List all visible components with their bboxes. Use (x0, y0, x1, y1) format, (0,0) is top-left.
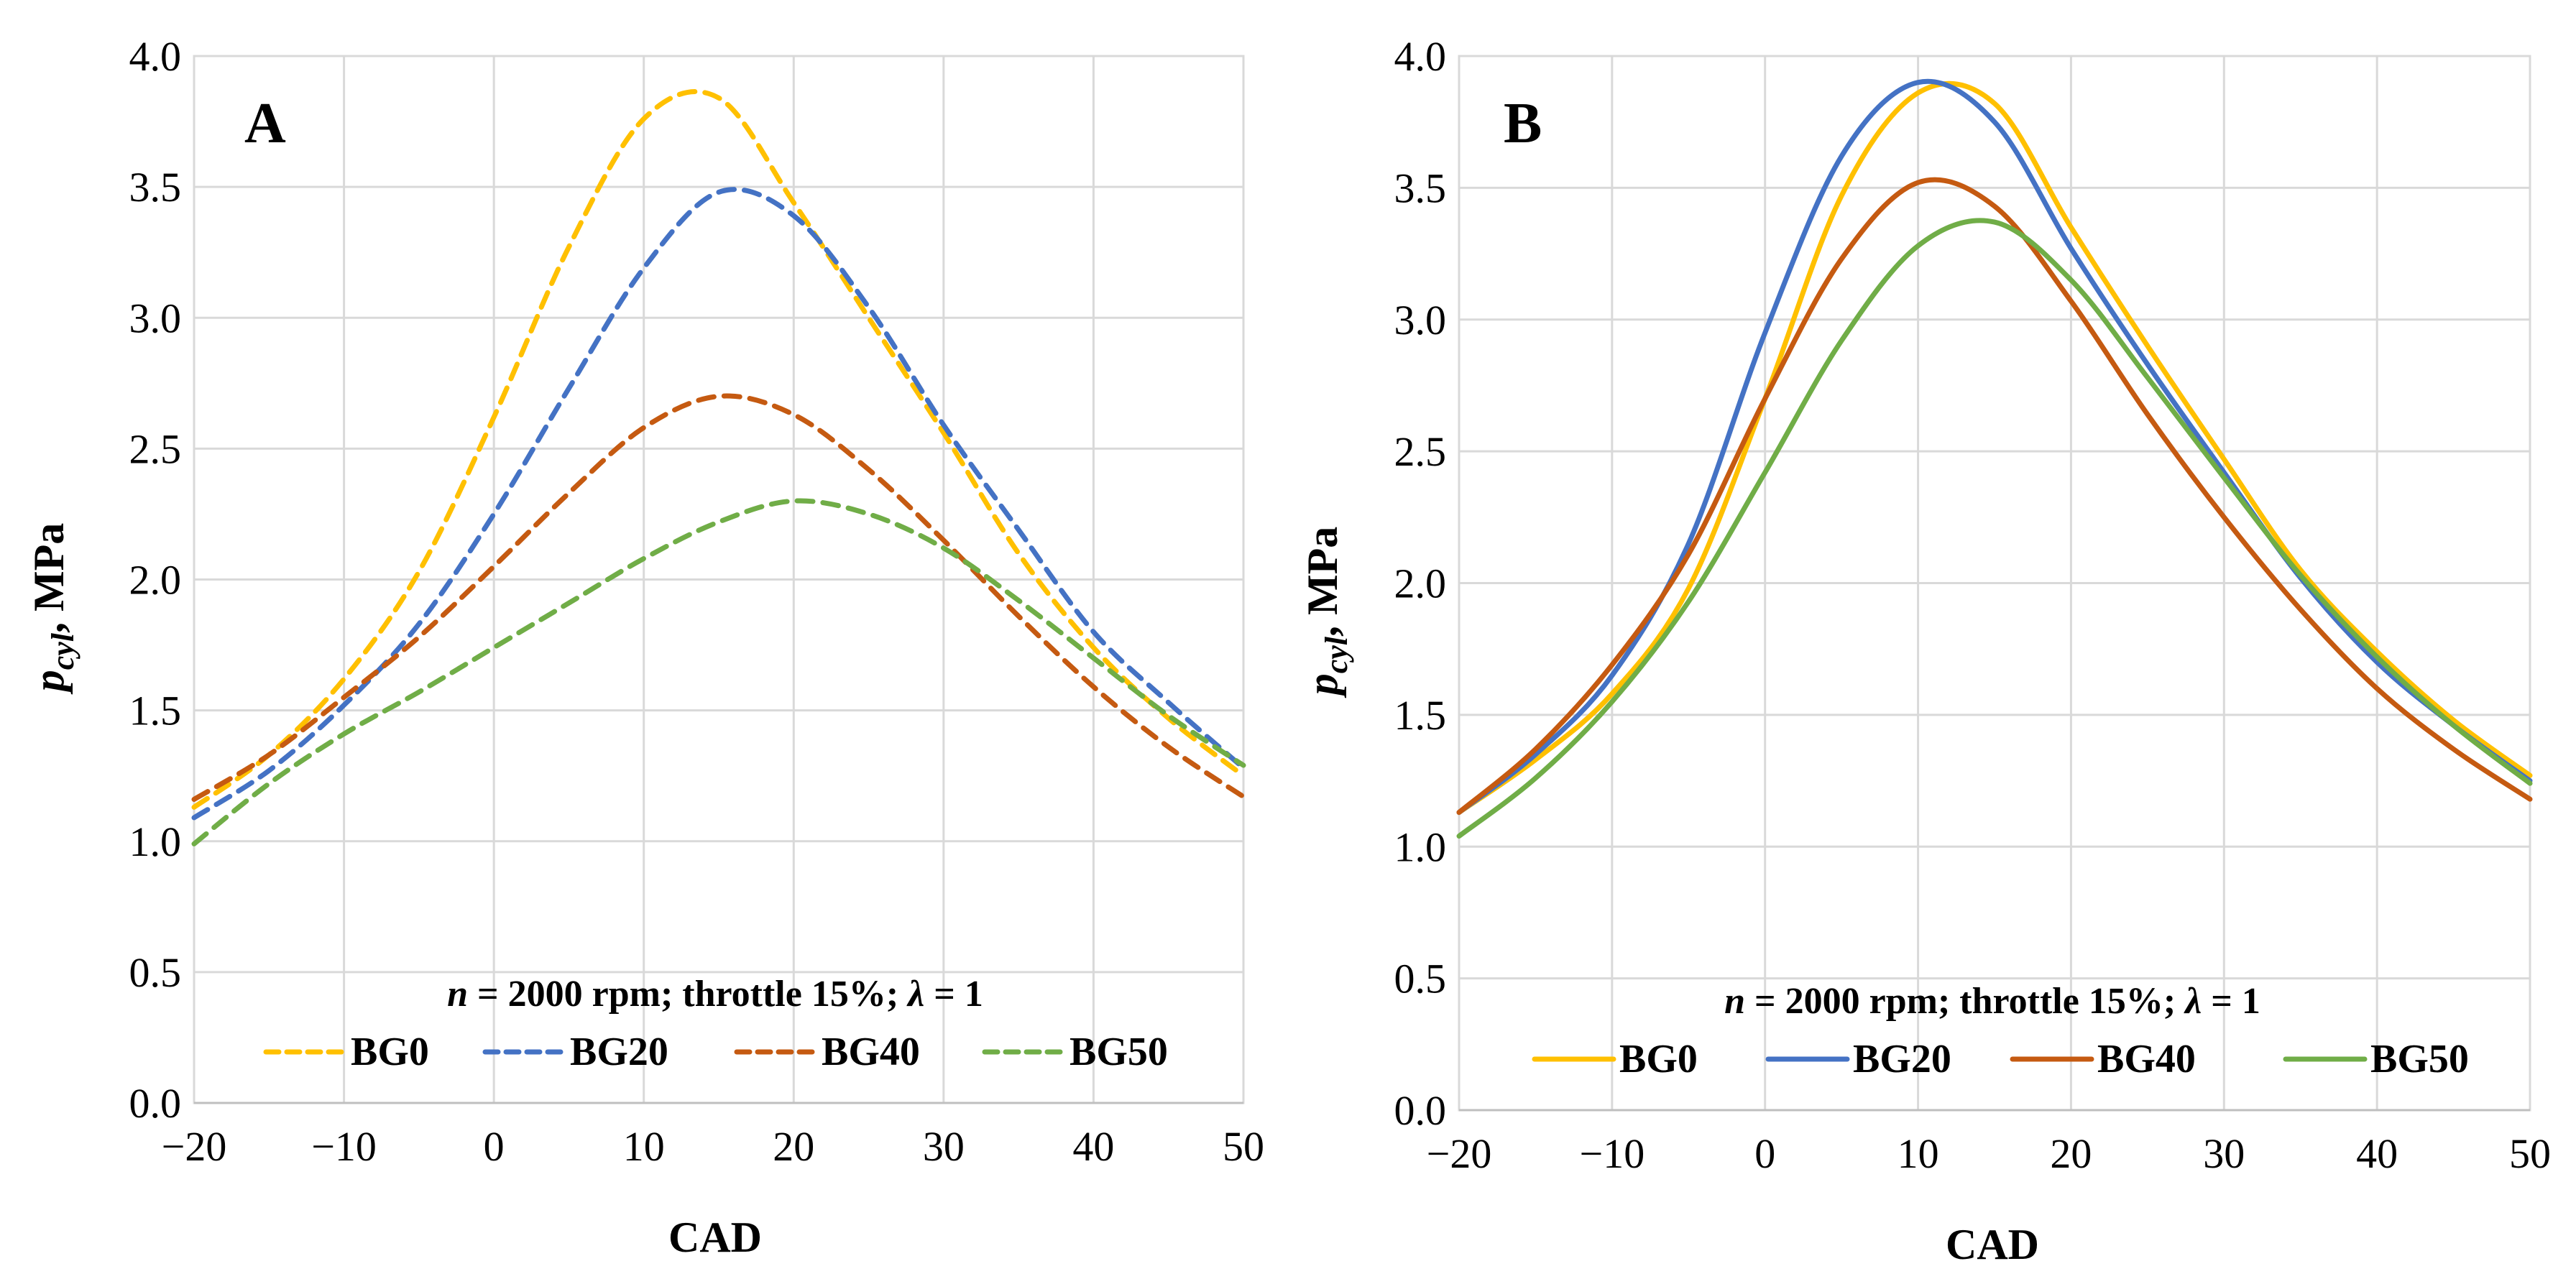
panel-label: B (1504, 92, 1542, 155)
note-lambda-symbol: λ (906, 974, 924, 1015)
x-tick-label: 10 (1898, 1130, 1939, 1177)
legend-label: BG20 (1853, 1037, 1951, 1081)
panel-label: A (244, 92, 286, 155)
y-tick-label: 3.0 (129, 295, 182, 341)
x-tick-label: 40 (1072, 1123, 1114, 1170)
series-line-bg50 (1456, 218, 2533, 839)
y-tick-label: 3.0 (1394, 297, 1447, 343)
y-tick-label: 1.5 (1394, 692, 1447, 739)
chart-panel-a: −20 −10 0 10 20 30 40 50 0.0 0.5 1.0 1.5 2.0 2.5 3.0 3.… (25, 33, 1264, 1261)
y-tick-label: 4.0 (129, 33, 182, 80)
x-tick-label: −20 (162, 1123, 227, 1170)
legend: BG0 BG20 BG40 BG50 (263, 1030, 1168, 1074)
y-tick-label: 2.5 (129, 425, 182, 472)
legend-label: BG40 (822, 1030, 920, 1074)
legend-label: BG0 (351, 1030, 429, 1074)
x-tick-label: −20 (1427, 1130, 1492, 1177)
condition-note: n = 2000 rpm; throttle 15%; λ = 1 (1724, 981, 2260, 1022)
x-tick-label: 50 (1223, 1123, 1264, 1170)
chart-panel-b: −20 −10 0 10 20 30 40 50 0.0 0.5 1.0 1.5 2.0 2.5 3.0 3.… (1299, 33, 2551, 1268)
legend-item-bg0: BG0 (1532, 1037, 1698, 1081)
x-tick-label: 20 (773, 1123, 814, 1170)
y-tick-label: 0.0 (1394, 1087, 1447, 1134)
legend-item-bg0: BG0 (263, 1030, 429, 1074)
y-axis-title-subscript: cyl (45, 632, 80, 670)
y-tick-label: 2.0 (129, 557, 182, 604)
note-lambda-value: = 1 (924, 974, 983, 1015)
series-line-bg40 (1456, 177, 2533, 816)
legend-label: BG50 (2370, 1037, 2469, 1081)
x-axis-title: CAD (1946, 1221, 2039, 1268)
note-lambda-value: = 1 (2202, 981, 2260, 1022)
y-axis-title: pcyl, MPa (25, 523, 80, 696)
y-axis-title-symbol: p (1299, 673, 1346, 698)
legend-item-bg20: BG20 (1765, 1037, 1951, 1081)
y-tick-label: 4.0 (1394, 33, 1447, 80)
tick-labels: −20 −10 0 10 20 30 40 50 0.0 0.5 1.0 1.5 2.0 2.5 3.0 3.… (129, 33, 1265, 1170)
note-speed-symbol: n (447, 974, 468, 1015)
legend-item-bg20: BG20 (482, 1030, 668, 1074)
series-line-bg20 (191, 187, 1246, 821)
series-line-bg0 (1456, 80, 2533, 816)
legend-label: BG20 (570, 1030, 668, 1074)
legend-item-bg50: BG50 (982, 1030, 1168, 1074)
y-axis-title-symbol: p (25, 670, 73, 695)
x-tick-label: 10 (623, 1123, 665, 1170)
x-tick-label: 50 (2509, 1130, 2551, 1177)
y-tick-label: 2.0 (1394, 560, 1447, 607)
y-tick-label: 2.5 (1394, 428, 1447, 475)
series-line-bg0 (191, 89, 1246, 810)
y-tick-label: 0.5 (1394, 956, 1447, 1002)
y-tick-label: 1.5 (129, 688, 182, 734)
y-tick-label: 3.5 (129, 164, 182, 211)
x-tick-label: 20 (2050, 1130, 2092, 1177)
note-lambda-symbol: λ (2184, 981, 2202, 1022)
tick-labels: −20 −10 0 10 20 30 40 50 0.0 0.5 1.0 1.5 2.0 2.5 3.0 3.… (1394, 33, 2552, 1177)
x-tick-label: −10 (311, 1123, 377, 1170)
legend-label: BG50 (1070, 1030, 1168, 1074)
y-tick-label: 3.5 (1394, 165, 1447, 211)
legend-label: BG0 (1619, 1037, 1698, 1081)
legend-label: BG40 (2097, 1037, 2196, 1081)
series-lines (1456, 78, 2533, 839)
x-tick-label: 0 (484, 1123, 505, 1170)
gridlines (1458, 55, 2531, 1112)
legend: BG0 BG20 BG40 BG50 (1532, 1037, 2469, 1081)
series-line-bg20 (1456, 78, 2533, 816)
legend-item-bg50: BG50 (2283, 1037, 2469, 1081)
y-axis-title-unit: , MPa (1299, 527, 1346, 637)
x-tick-label: 30 (923, 1123, 965, 1170)
y-tick-label: 1.0 (129, 818, 182, 865)
legend-item-bg40: BG40 (734, 1030, 920, 1074)
condition-note: n = 2000 rpm; throttle 15%; λ = 1 (447, 974, 983, 1015)
y-tick-label: 1.0 (1394, 823, 1447, 870)
x-axis-title: CAD (668, 1214, 762, 1261)
x-tick-label: 0 (1754, 1130, 1775, 1177)
legend-item-bg40: BG40 (2010, 1037, 2196, 1081)
y-tick-label: 0.5 (129, 949, 182, 996)
series-lines (191, 89, 1246, 846)
y-axis-title: pcyl, MPa (1299, 527, 1354, 699)
note-speed-symbol: n (1724, 981, 1745, 1022)
gridlines (193, 55, 1245, 1104)
series-line-bg40 (191, 393, 1246, 802)
x-tick-label: −10 (1579, 1130, 1644, 1177)
y-tick-label: 0.0 (129, 1080, 182, 1127)
note-conditions: = 2000 rpm; throttle 15%; (1745, 981, 2185, 1022)
x-tick-label: 40 (2356, 1130, 2398, 1177)
x-tick-label: 30 (2203, 1130, 2245, 1177)
series-line-bg50 (191, 498, 1246, 846)
note-conditions: = 2000 rpm; throttle 15%; (468, 974, 908, 1015)
y-axis-title-subscript: cyl (1319, 636, 1354, 673)
y-axis-title-unit: , MPa (25, 523, 73, 633)
